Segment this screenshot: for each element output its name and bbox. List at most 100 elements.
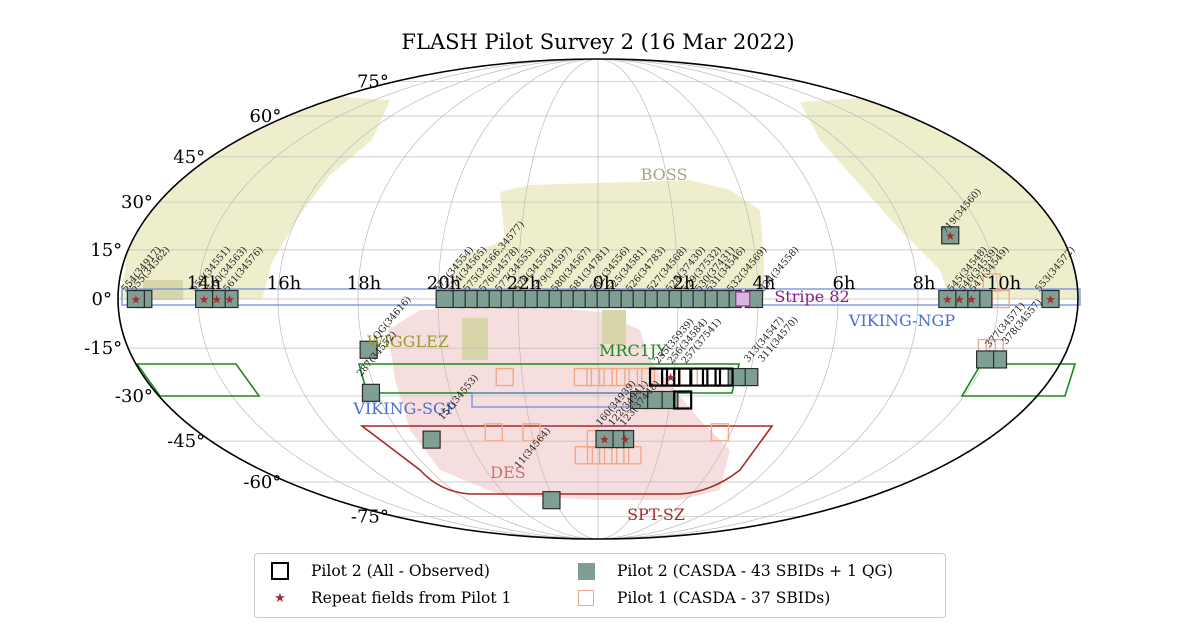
boss-region-right (800, 98, 1078, 299)
ra-tick-label: 22h (507, 273, 542, 294)
survey-label: WIGGLEZ (367, 332, 449, 351)
pilot2-filled-square (422, 430, 441, 449)
dec-tick-label: -45° (167, 431, 205, 452)
ra-tick-label: 6h (832, 273, 855, 294)
dec-tick-label: 15° (90, 240, 122, 261)
pilot2-filled-square (727, 367, 746, 387)
legend-label-pilot2-all: Pilot 2 (All - Observed) (311, 562, 490, 580)
ra-tick-label: 18h (347, 273, 382, 294)
pilot2-observed-square (673, 367, 693, 387)
pilot2-observed-square (648, 367, 669, 387)
ra-tick-label: 20h (427, 273, 462, 294)
pilot2-filled-square (126, 289, 145, 309)
repeat-field-star: ★ (620, 433, 631, 447)
ra-tick-labels: 10h 8h 6h 4h 2h 0h 22h 20h 18h 16h 14h (187, 273, 1022, 294)
boss-region-center (450, 180, 764, 299)
repeat-field-star: ★ (211, 293, 222, 307)
pilot1-square (624, 367, 643, 387)
dec-tick-label: 0° (92, 289, 112, 310)
pilot2-observed-square (661, 367, 681, 387)
repeat-field-star: ★ (1045, 293, 1056, 307)
survey-label: VIKING-NGP (848, 311, 955, 330)
legend-item-repeat: ★ Repeat fields from Pilot 1 (269, 587, 511, 609)
projection-outline (117, 58, 1079, 540)
survey-label: MRC1JY (599, 341, 667, 360)
pilot1-square (636, 367, 656, 387)
ra-gridline (357, 59, 581, 539)
pilot2-observed-square (714, 367, 734, 387)
field-markers: ★★★★★★★★★★★★ (126, 226, 1060, 510)
dec-tick-label: 60° (249, 106, 281, 127)
legend-item-pilot2-casda: Pilot 2 (CASDA - 43 SBIDs + 1 QG) (575, 560, 893, 582)
mrc1jy-boundary-center (357, 363, 741, 394)
dec-tick-label: -30° (115, 386, 153, 407)
red-star-icon: ★ (274, 590, 286, 606)
legend-label-pilot2-casda: Pilot 2 (CASDA - 43 SBIDs + 1 QG) (617, 562, 893, 580)
ra-tick-label: 10h (987, 273, 1022, 294)
stripe82-field-square (735, 291, 751, 307)
pilot2-filled-square (976, 350, 995, 369)
dec-tick-label: 75° (357, 72, 389, 93)
survey-patch-2 (143, 280, 183, 300)
survey-patch-1 (602, 310, 626, 344)
open-black-square-icon (269, 560, 291, 582)
dec-tick-label: -60° (243, 472, 281, 493)
boss-region-left (120, 96, 390, 299)
pilot1-square (679, 367, 698, 387)
filled-teal-square-icon (575, 560, 597, 582)
repeat-field-star: ★ (942, 293, 953, 307)
pilot1-square (598, 367, 618, 387)
legend-item-pilot2-all: Pilot 2 (All - Observed) (269, 560, 490, 582)
dec-tick-label: 30° (121, 192, 153, 213)
pilot1-square (710, 423, 730, 442)
repeat-field-star: ★ (665, 371, 676, 385)
pilot2-observed-square (689, 367, 709, 387)
ra-tick-label: 14h (187, 273, 222, 294)
mrc1jy-boundary-left (135, 363, 261, 397)
ra-gridline (615, 59, 839, 539)
dec-tick-labels: 75° 60° 45° 30° 15° 0° -15° -30° -45° -60° -75° (84, 72, 389, 528)
repeat-field-star: ★ (599, 433, 610, 447)
pilot1-square (586, 367, 605, 387)
repeat-field-star: ★ (966, 293, 977, 307)
pilot1-square (574, 446, 594, 465)
ra-tick-label: 8h (912, 273, 935, 294)
pilot2-filled-square (630, 390, 649, 410)
wigglez-patch (462, 318, 488, 360)
pilot2-filled-square (435, 289, 454, 309)
survey-label: SPT-SZ (627, 505, 685, 524)
pilot1-square (573, 367, 593, 387)
ra-tick-label: 16h (267, 273, 302, 294)
survey-label: VIKING-SGP (352, 399, 456, 418)
mrc1jy-boundary-right (960, 363, 1077, 397)
pilot2-filled-square (195, 289, 214, 309)
pilot1-square (611, 367, 630, 387)
pilot1-square (484, 423, 503, 442)
pilot1-square (495, 367, 514, 387)
pilot2-observed-square (701, 367, 722, 387)
survey-labels: BOSS Stripe 82 VIKING-NGP WIGGLEZ MRC1JY VIKI… (352, 165, 955, 524)
dec-tick-label: -15° (84, 338, 122, 359)
pilot2-filled-square (359, 340, 378, 359)
dec-tick-label: -75° (351, 506, 389, 527)
pilot2-observed-square (673, 390, 693, 410)
legend-item-pilot1: Pilot 1 (CASDA - 37 SBIDs) (575, 587, 830, 609)
repeat-field-star: ★ (224, 293, 235, 307)
pilot2-filled-square (361, 383, 381, 402)
dec-tick-label: 45° (173, 147, 205, 168)
pilot2-filled-square (938, 289, 957, 309)
survey-label: DES (490, 463, 525, 482)
ra-tick-label: 0h (592, 273, 615, 294)
spt-sz-boundary (359, 425, 774, 495)
pilot2-filled-square (1041, 289, 1060, 309)
survey-label: BOSS (641, 165, 688, 184)
ra-tick-label: 4h (752, 273, 775, 294)
pilot2-filled-square (595, 429, 614, 449)
ra-gridline (626, 59, 999, 539)
survey-label: Stripe 82 (774, 287, 849, 306)
ra-gridline (277, 59, 576, 539)
chart-title: FLASH Pilot Survey 2 (16 Mar 2022) (401, 30, 794, 54)
repeat-field-star: ★ (130, 293, 141, 307)
repeat-field-star: ★ (199, 293, 210, 307)
